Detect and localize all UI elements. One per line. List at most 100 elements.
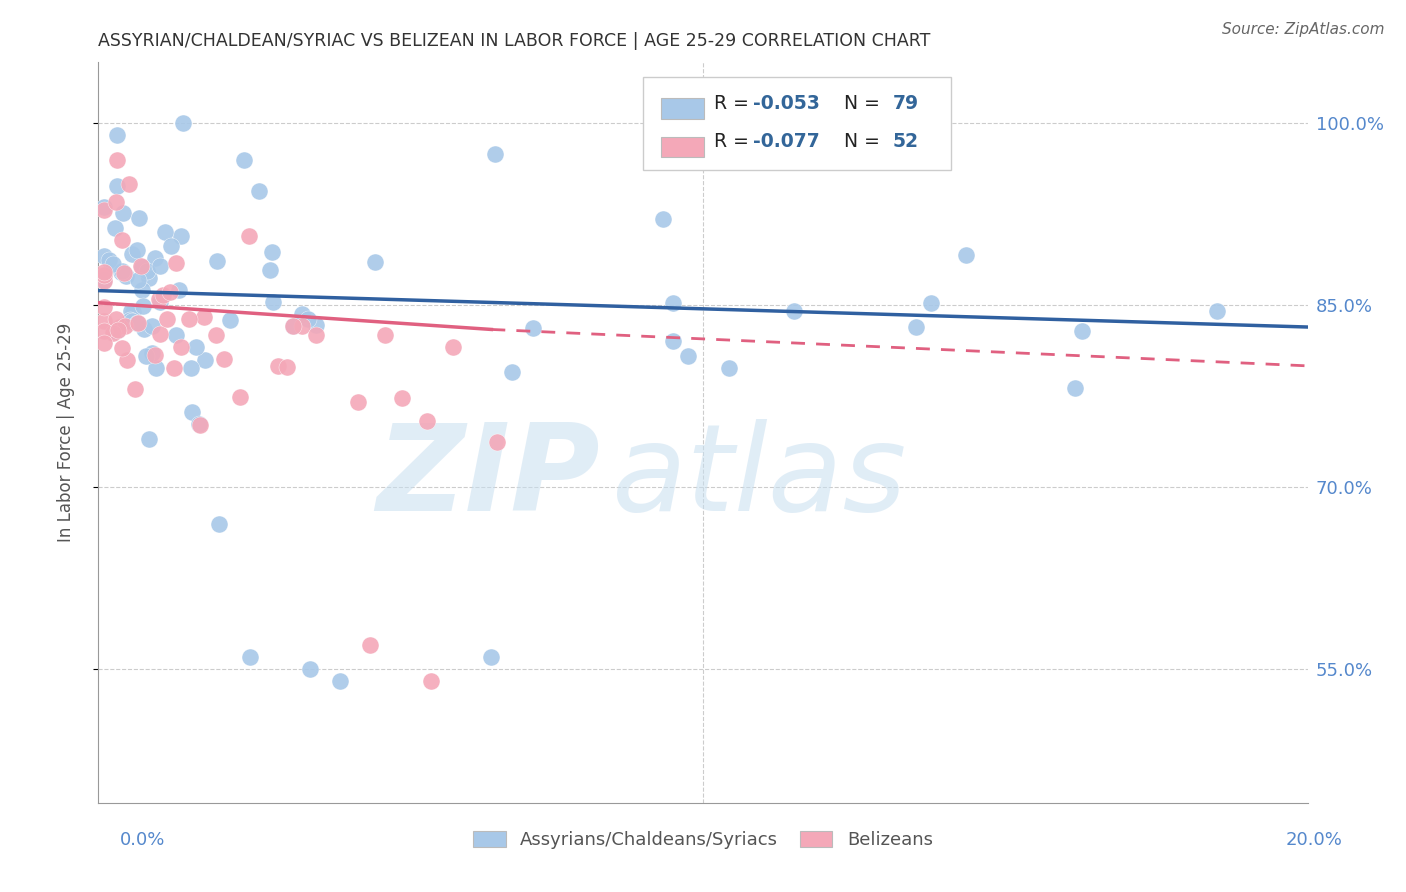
Point xyxy=(1206,304,1229,318)
Point xyxy=(141,345,163,359)
FancyBboxPatch shape xyxy=(661,136,704,157)
Point xyxy=(662,334,685,349)
Point xyxy=(281,319,304,334)
Point xyxy=(239,650,262,665)
Text: -0.053: -0.053 xyxy=(752,94,820,112)
Point xyxy=(194,353,217,368)
Point xyxy=(108,319,131,334)
Point xyxy=(374,327,396,342)
Point xyxy=(180,361,202,376)
Point xyxy=(291,318,314,333)
Point xyxy=(103,326,125,341)
Point xyxy=(676,349,699,363)
Text: R =: R = xyxy=(714,132,755,151)
Point xyxy=(93,313,115,327)
Point xyxy=(114,269,136,284)
Point xyxy=(104,221,127,235)
Point xyxy=(104,325,127,339)
Point xyxy=(107,323,129,337)
Point xyxy=(186,340,208,354)
Point xyxy=(267,359,290,373)
Point xyxy=(188,417,211,432)
Point xyxy=(905,319,928,334)
Point xyxy=(93,274,115,288)
Point xyxy=(441,340,464,354)
Point xyxy=(141,318,163,333)
Point xyxy=(124,382,146,396)
Point xyxy=(114,319,136,334)
Point xyxy=(276,360,298,375)
Point xyxy=(127,273,149,287)
Point xyxy=(107,179,129,194)
Y-axis label: In Labor Force | Age 25-29: In Labor Force | Age 25-29 xyxy=(56,323,75,542)
Point xyxy=(955,248,977,262)
Text: N =: N = xyxy=(832,132,886,151)
Text: 20.0%: 20.0% xyxy=(1286,831,1343,849)
FancyBboxPatch shape xyxy=(643,78,950,169)
Point xyxy=(420,674,443,689)
Point xyxy=(134,350,156,364)
Point xyxy=(299,662,322,676)
Point xyxy=(93,335,115,350)
Point xyxy=(1071,324,1094,338)
Point xyxy=(110,265,132,279)
Point xyxy=(661,295,683,310)
Point xyxy=(93,300,115,314)
Point xyxy=(149,259,172,273)
Point xyxy=(305,318,328,332)
Point xyxy=(205,328,228,343)
Point xyxy=(262,295,284,310)
Point xyxy=(104,195,127,210)
Point xyxy=(165,256,187,270)
Point xyxy=(127,316,149,330)
Point xyxy=(297,311,319,326)
Point xyxy=(127,316,149,330)
Point xyxy=(145,361,167,376)
Point xyxy=(93,200,115,214)
Point xyxy=(105,128,128,143)
Point xyxy=(167,283,190,297)
Point xyxy=(259,262,281,277)
Point xyxy=(160,238,183,252)
Point xyxy=(118,313,141,327)
Point xyxy=(391,391,413,405)
Point xyxy=(148,292,170,306)
Point xyxy=(93,264,115,278)
Point xyxy=(159,285,181,300)
Point xyxy=(138,271,160,285)
Text: 79: 79 xyxy=(893,94,920,112)
Point xyxy=(128,211,150,225)
Point xyxy=(143,348,166,362)
Point xyxy=(170,340,193,354)
Point xyxy=(238,229,260,244)
Point xyxy=(1063,382,1085,396)
Point xyxy=(132,299,155,313)
Point xyxy=(101,257,124,271)
Point xyxy=(112,266,135,280)
Text: atlas: atlas xyxy=(613,418,908,535)
Point xyxy=(97,253,120,268)
Text: ZIP: ZIP xyxy=(377,418,600,535)
Point xyxy=(121,246,143,260)
Point xyxy=(920,295,942,310)
Point xyxy=(165,328,187,343)
Point xyxy=(134,321,156,335)
Point xyxy=(232,153,254,167)
Point xyxy=(111,233,134,247)
Point xyxy=(247,184,270,198)
Text: ASSYRIAN/CHALDEAN/SYRIAC VS BELIZEAN IN LABOR FORCE | AGE 25-29 CORRELATION CHAR: ASSYRIAN/CHALDEAN/SYRIAC VS BELIZEAN IN … xyxy=(98,32,931,50)
Point xyxy=(180,405,202,419)
Point xyxy=(149,295,172,310)
Point xyxy=(305,327,328,342)
Point xyxy=(522,320,544,334)
Point xyxy=(329,674,352,689)
Point xyxy=(131,260,153,274)
Point xyxy=(170,229,193,244)
Point xyxy=(125,244,148,258)
Point xyxy=(118,177,141,191)
Point xyxy=(229,390,252,404)
Point xyxy=(131,259,153,273)
Text: 0.0%: 0.0% xyxy=(120,831,165,849)
Point xyxy=(219,313,242,327)
Point xyxy=(105,153,128,167)
